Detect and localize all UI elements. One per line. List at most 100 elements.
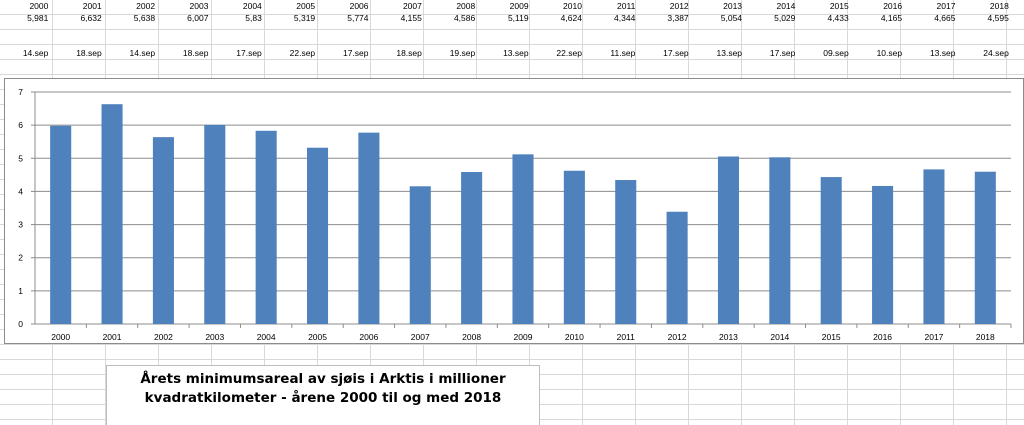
date-cell[interactable]: 13.sep <box>929 48 956 58</box>
x-tick-label: 2007 <box>411 332 430 342</box>
date-cell[interactable]: 14.sep <box>22 48 49 58</box>
year-cell[interactable]: 2018 <box>989 1 1009 11</box>
empty-cell[interactable] <box>480 27 533 47</box>
value-cell[interactable]: 5,319 <box>293 13 316 23</box>
x-tick-label: 2018 <box>976 332 995 342</box>
value-cell[interactable]: 4,595 <box>987 13 1009 23</box>
empty-cell[interactable] <box>160 27 213 47</box>
y-tick-label: 5 <box>18 153 23 163</box>
year-cell[interactable]: 2013 <box>723 1 743 11</box>
y-tick-label: 3 <box>18 220 23 230</box>
empty-cell[interactable] <box>534 27 587 47</box>
date-cell[interactable]: 19.sep <box>449 48 476 58</box>
date-cell[interactable]: 17.sep <box>769 48 796 58</box>
empty-cell[interactable] <box>0 27 53 47</box>
date-cell[interactable]: 18.sep <box>76 48 102 58</box>
caption-line-2: kvadratkilometer - årene 2000 til og med… <box>144 390 502 406</box>
year-cell[interactable]: 2012 <box>669 1 689 11</box>
value-cell[interactable]: 4,586 <box>453 13 476 23</box>
year-cell[interactable]: 2007 <box>402 1 422 11</box>
value-cell[interactable]: 5,83 <box>245 13 262 23</box>
empty-cell[interactable] <box>587 27 640 47</box>
empty-cell[interactable] <box>800 27 853 47</box>
value-cell[interactable]: 4,344 <box>614 13 636 23</box>
chart-caption-textbox[interactable]: Årets minimumsareal av sjøis i Arktis i … <box>106 365 540 425</box>
value-cell[interactable]: 6,632 <box>80 13 102 23</box>
year-cell[interactable]: 2011 <box>617 1 636 11</box>
value-cell[interactable]: 4,433 <box>827 13 849 23</box>
empty-cell[interactable] <box>374 27 427 47</box>
value-cell[interactable]: 4,624 <box>560 13 582 23</box>
y-tick-label: 2 <box>18 253 23 263</box>
empty-cell[interactable] <box>854 27 907 47</box>
x-tick-label: 2009 <box>514 332 533 342</box>
year-cell[interactable]: 2005 <box>296 1 316 11</box>
date-cell[interactable]: 17.sep <box>663 48 689 58</box>
year-cell[interactable]: 2009 <box>509 1 529 11</box>
date-cell[interactable]: 18.sep <box>182 48 209 58</box>
x-tick-label: 2004 <box>257 332 276 342</box>
year-cell[interactable]: 2001 <box>82 1 102 11</box>
date-cell[interactable]: 10.sep <box>876 48 903 58</box>
empty-cell[interactable] <box>213 27 266 47</box>
date-cell[interactable]: 13.sep <box>503 48 529 58</box>
empty-cell[interactable] <box>267 27 320 47</box>
year-cell[interactable]: 2000 <box>29 1 49 11</box>
value-cell[interactable]: 4,665 <box>934 13 956 23</box>
x-tick-label: 2010 <box>565 332 584 342</box>
date-cell[interactable]: 09.sep <box>823 48 849 58</box>
value-cell[interactable]: 6,007 <box>187 13 209 23</box>
y-tick-label: 7 <box>18 87 23 97</box>
year-cell[interactable]: 2015 <box>829 1 849 11</box>
x-tick-label: 2012 <box>668 332 687 342</box>
value-cell[interactable]: 5,774 <box>347 13 369 23</box>
value-cell[interactable]: 5,981 <box>27 13 49 23</box>
date-cell[interactable]: 18.sep <box>396 48 422 58</box>
year-cell[interactable]: 2010 <box>563 1 582 11</box>
date-cell[interactable]: 22.sep <box>556 48 582 58</box>
date-cell[interactable]: 24.sep <box>983 48 1009 58</box>
empty-cell[interactable] <box>747 27 800 47</box>
value-cell[interactable]: 5,638 <box>133 13 156 23</box>
value-cell[interactable]: 3,387 <box>667 13 689 23</box>
bar-2015 <box>820 177 842 324</box>
bar-2014 <box>769 157 791 324</box>
empty-cell[interactable] <box>107 27 160 47</box>
year-cell[interactable]: 2002 <box>136 1 156 11</box>
y-tick-label: 0 <box>18 319 23 329</box>
date-cell[interactable]: 11.sep <box>610 48 636 58</box>
year-cell[interactable]: 2014 <box>776 1 796 11</box>
bar-2011 <box>615 180 637 324</box>
empty-cell[interactable] <box>53 27 106 47</box>
year-cell[interactable]: 2004 <box>242 1 262 11</box>
value-cell[interactable]: 5,119 <box>507 13 529 23</box>
bar-chart: 0 1 2 3 4 5 6 7 2000 2001 2002 2003 2004 2005 2006 2007… <box>18 87 1012 342</box>
bar-2008 <box>461 172 483 324</box>
year-cell[interactable]: 2003 <box>189 1 209 11</box>
value-cell[interactable]: 4,155 <box>400 13 422 23</box>
empty-cell[interactable] <box>640 27 693 47</box>
bar-2001 <box>101 104 123 325</box>
year-cell[interactable]: 2017 <box>936 1 956 11</box>
date-cell[interactable]: 22.sep <box>289 48 316 58</box>
bar-2018 <box>974 171 996 324</box>
date-cell[interactable]: 14.sep <box>129 48 156 58</box>
value-cell[interactable]: 5,029 <box>774 13 796 23</box>
year-cell[interactable]: 2006 <box>349 1 369 11</box>
bar-2000 <box>50 125 72 324</box>
year-cell[interactable]: 2016 <box>883 1 903 11</box>
empty-cell[interactable] <box>694 27 747 47</box>
value-cell[interactable]: 4,165 <box>880 13 903 23</box>
bar-2012 <box>666 211 688 324</box>
year-cell[interactable]: 2008 <box>456 1 476 11</box>
empty-cell[interactable] <box>320 27 373 47</box>
chart-area[interactable]: 0 1 2 3 4 5 6 7 2000 2001 2002 2003 2004 2005 2006 2007… <box>4 78 1024 344</box>
value-cell[interactable]: 5,054 <box>720 13 743 23</box>
empty-cell[interactable] <box>427 27 480 47</box>
date-cell[interactable]: 17.sep <box>342 48 369 58</box>
date-cell[interactable]: 13.sep <box>716 48 743 58</box>
empty-cell[interactable] <box>960 27 1013 47</box>
x-tick-label: 2015 <box>822 332 841 342</box>
date-cell[interactable]: 17.sep <box>236 48 262 58</box>
empty-cell[interactable] <box>907 27 960 47</box>
